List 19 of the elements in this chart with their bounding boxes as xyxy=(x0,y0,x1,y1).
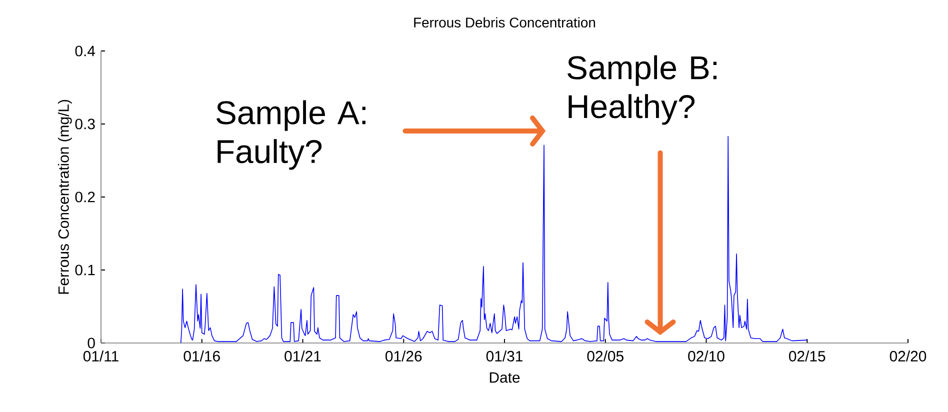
x-tick-label: 01/21 xyxy=(284,350,321,362)
x-tick-label: 01/31 xyxy=(486,350,522,362)
annotation: Sample B: Healthy? xyxy=(568,55,716,125)
x-axis-title: Date xyxy=(490,372,520,383)
chart-title: Ferrous Debris Concentration xyxy=(414,17,596,28)
x-tick-label: 01/11 xyxy=(83,350,118,362)
y-tick-label: 0.4 xyxy=(75,46,96,56)
y-tick-label: 0.2 xyxy=(75,192,95,202)
x-tick-label: 02/20 xyxy=(890,350,926,362)
y-tick-label: 0 xyxy=(88,338,95,348)
y-axis-title: Ferrous Concentration (mg/L) xyxy=(58,100,72,294)
x-tick-label: 02/05 xyxy=(587,350,624,362)
y-tick-label: 0.1 xyxy=(75,264,95,276)
x-tick-label: 02/15 xyxy=(789,350,826,362)
y-tick-label: 0.3 xyxy=(75,118,95,130)
x-tick-label: 01/26 xyxy=(386,350,422,362)
x-tick-label: 01/16 xyxy=(184,350,220,362)
x-tick-label: 02/10 xyxy=(688,350,724,362)
annotation: Sample A: Faulty? xyxy=(216,100,366,170)
